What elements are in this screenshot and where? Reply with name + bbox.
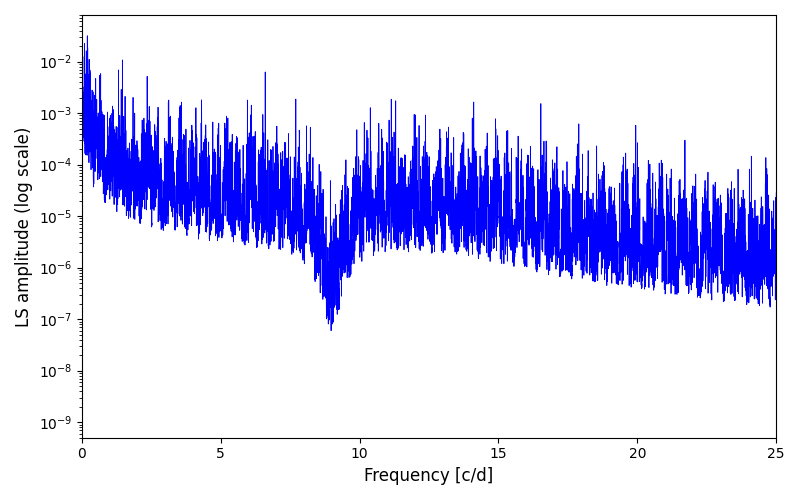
Y-axis label: LS amplitude (log scale): LS amplitude (log scale) [15, 126, 33, 326]
X-axis label: Frequency [c/d]: Frequency [c/d] [364, 467, 494, 485]
